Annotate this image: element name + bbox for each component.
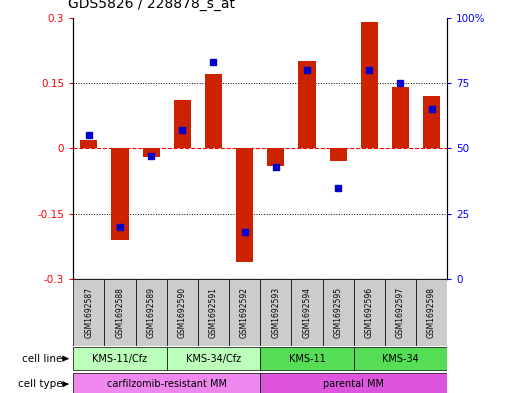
Bar — [354, 279, 385, 346]
Bar — [135, 279, 167, 346]
Bar — [361, 22, 378, 148]
Bar — [298, 61, 315, 148]
Text: parental MM: parental MM — [323, 379, 384, 389]
Text: GDS5826 / 228878_s_at: GDS5826 / 228878_s_at — [68, 0, 235, 11]
Text: GSM1692594: GSM1692594 — [302, 287, 311, 338]
Text: GSM1692595: GSM1692595 — [334, 287, 343, 338]
Text: GSM1692587: GSM1692587 — [84, 287, 93, 338]
Bar — [354, 347, 447, 370]
Bar — [291, 279, 323, 346]
Bar — [385, 279, 416, 346]
Text: cell line: cell line — [22, 354, 63, 364]
Text: GSM1692593: GSM1692593 — [271, 287, 280, 338]
Bar — [111, 148, 129, 240]
Bar — [73, 279, 105, 346]
Bar — [260, 347, 354, 370]
Text: GSM1692592: GSM1692592 — [240, 287, 249, 338]
Bar — [260, 373, 447, 393]
Bar — [167, 347, 260, 370]
Bar — [329, 148, 347, 162]
Text: GSM1692590: GSM1692590 — [178, 287, 187, 338]
Bar — [73, 347, 167, 370]
Bar — [167, 279, 198, 346]
Text: cell type: cell type — [18, 379, 63, 389]
Bar — [105, 279, 135, 346]
Bar — [236, 148, 253, 262]
Text: KMS-11: KMS-11 — [289, 354, 325, 364]
Bar — [73, 373, 260, 393]
Text: GSM1692597: GSM1692597 — [396, 287, 405, 338]
Text: carfilzomib-resistant MM: carfilzomib-resistant MM — [107, 379, 226, 389]
Text: KMS-34/Cfz: KMS-34/Cfz — [186, 354, 241, 364]
Bar — [260, 279, 291, 346]
Bar — [198, 279, 229, 346]
Bar — [205, 74, 222, 148]
Text: GSM1692589: GSM1692589 — [146, 287, 156, 338]
Bar — [143, 148, 160, 157]
Text: KMS-11/Cfz: KMS-11/Cfz — [93, 354, 147, 364]
Bar — [423, 96, 440, 148]
Text: KMS-34: KMS-34 — [382, 354, 419, 364]
Bar — [174, 101, 191, 148]
Text: GSM1692596: GSM1692596 — [365, 287, 374, 338]
Text: GSM1692591: GSM1692591 — [209, 287, 218, 338]
Bar — [416, 279, 447, 346]
Bar — [392, 87, 409, 148]
Bar — [323, 279, 354, 346]
Bar — [267, 148, 285, 166]
Bar — [229, 279, 260, 346]
Bar — [80, 140, 97, 148]
Text: GSM1692598: GSM1692598 — [427, 287, 436, 338]
Text: GSM1692588: GSM1692588 — [116, 287, 124, 338]
